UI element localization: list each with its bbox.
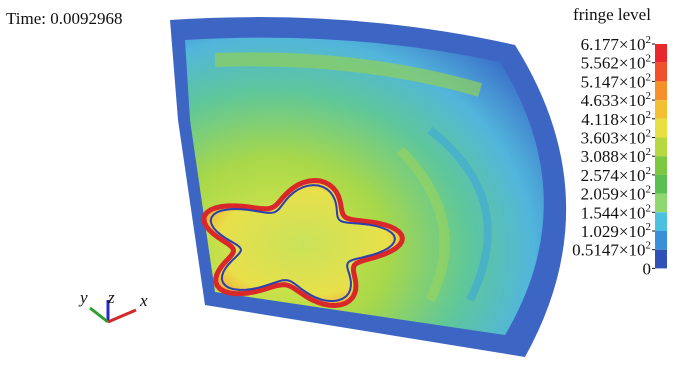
- color-swatch: [655, 138, 667, 157]
- legend-mantissa: 3.603: [581, 129, 619, 148]
- time-label: Time: 0.0092968: [6, 9, 123, 28]
- color-swatch: [655, 156, 667, 175]
- legend-power: ×10: [619, 129, 646, 148]
- legend-mantissa: 0.5147: [572, 241, 619, 260]
- legend-mantissa: 2.059: [581, 185, 619, 204]
- legend-label: 1.029×102: [581, 221, 651, 241]
- color-swatch: [655, 231, 667, 250]
- legend-power: ×10: [619, 203, 646, 222]
- legend-mantissa: 4.633: [581, 91, 619, 110]
- legend-exp: 2: [646, 90, 652, 102]
- legend-exp: 2: [646, 146, 652, 158]
- screen: Time: 0.0092968 fringe level 6.177×1025.…: [0, 0, 680, 367]
- legend-label: 6.177×102: [581, 34, 651, 54]
- legend-label: 3.088×102: [581, 146, 651, 166]
- legend-exp: 2: [646, 34, 652, 46]
- legend-label: 4.633×102: [581, 90, 651, 110]
- legend-label: 1.544×102: [581, 202, 651, 222]
- legend-power: ×10: [619, 185, 646, 204]
- legend-power: ×10: [619, 241, 646, 260]
- color-swatch: [655, 100, 667, 119]
- legend-title: fringe level: [573, 5, 651, 24]
- x-label: x: [139, 291, 148, 310]
- legend-mantissa: 1.029: [581, 222, 619, 241]
- legend-exp: 2: [646, 202, 652, 214]
- mesh: [170, 17, 566, 357]
- legend-mantissa: 5.562: [581, 54, 619, 73]
- legend-mantissa: 4.118: [581, 110, 619, 129]
- legend-exp: 2: [646, 240, 652, 252]
- legend-mantissa: 5.147: [581, 72, 620, 91]
- legend-exp: 2: [646, 71, 652, 83]
- legend-exp: 2: [646, 53, 652, 65]
- legend-exp: 2: [646, 184, 652, 196]
- legend-label: 4.118×102: [581, 109, 651, 129]
- color-swatch: [655, 194, 667, 213]
- color-swatch: [655, 212, 667, 231]
- legend-power: ×10: [619, 35, 646, 54]
- legend-label: 0.5147×102: [572, 240, 651, 260]
- x-axis: [108, 310, 136, 322]
- legend-label: 5.147×102: [581, 71, 651, 91]
- color-swatch: [655, 175, 667, 194]
- legend-power: ×10: [619, 54, 646, 73]
- axis-triad: y z x: [78, 288, 148, 322]
- color-swatch: [655, 250, 667, 269]
- legend-power: ×10: [619, 110, 646, 129]
- color-swatch: [655, 119, 667, 138]
- y-axis: [90, 308, 108, 322]
- color-swatch: [655, 63, 667, 82]
- legend-power: ×10: [619, 166, 646, 185]
- legend-mantissa: 1.544: [581, 203, 620, 222]
- legend-label: 2.574×102: [581, 165, 651, 185]
- legend-exp: 2: [646, 128, 652, 140]
- legend-power: ×10: [619, 222, 646, 241]
- legend-mantissa: 0: [643, 259, 652, 278]
- legend-label: 3.603×102: [581, 128, 651, 148]
- legend-exp: 2: [646, 165, 652, 177]
- legend-mantissa: 3.088: [581, 147, 619, 166]
- legend-exp: 2: [646, 221, 652, 233]
- z-label: z: [107, 288, 115, 307]
- legend-exp: 2: [646, 109, 652, 121]
- legend-mantissa: 2.574: [581, 166, 620, 185]
- legend-label: 0: [643, 259, 652, 278]
- legend-power: ×10: [619, 147, 646, 166]
- legend-power: ×10: [619, 72, 646, 91]
- legend-label: 5.562×102: [581, 53, 651, 73]
- legend-power: ×10: [619, 91, 646, 110]
- legend-mantissa: 6.177: [581, 35, 620, 54]
- y-label: y: [78, 288, 88, 307]
- color-swatch: [655, 81, 667, 100]
- legend-label: 2.059×102: [581, 184, 651, 204]
- color-swatch: [655, 44, 667, 63]
- legend: 6.177×1025.562×1025.147×1024.633×1024.11…: [572, 34, 667, 278]
